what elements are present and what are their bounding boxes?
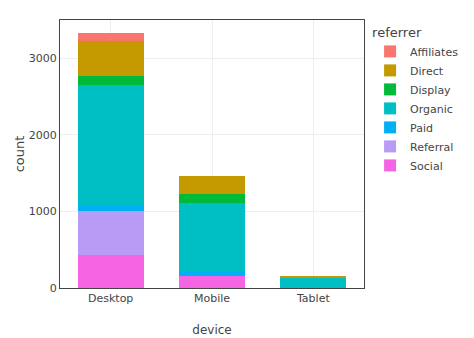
svg-text:Affiliates: Affiliates	[410, 46, 458, 59]
svg-text:Organic: Organic	[410, 103, 453, 116]
svg-text:device: device	[192, 323, 231, 337]
svg-text:referrer: referrer	[372, 25, 422, 40]
svg-text:Referral: Referral	[410, 141, 453, 154]
svg-text:1000: 1000	[29, 205, 57, 218]
svg-text:Mobile: Mobile	[194, 292, 230, 305]
svg-text:Display: Display	[410, 84, 451, 97]
svg-text:count: count	[12, 136, 27, 173]
svg-text:Paid: Paid	[410, 122, 433, 135]
svg-text:Desktop: Desktop	[88, 292, 133, 305]
svg-text:Tablet: Tablet	[296, 292, 330, 305]
svg-text:Direct: Direct	[410, 65, 444, 78]
svg-text:2000: 2000	[29, 129, 57, 142]
svg-text:0: 0	[50, 282, 57, 295]
svg-text:Social: Social	[410, 160, 443, 173]
svg-text:3000: 3000	[29, 52, 57, 65]
